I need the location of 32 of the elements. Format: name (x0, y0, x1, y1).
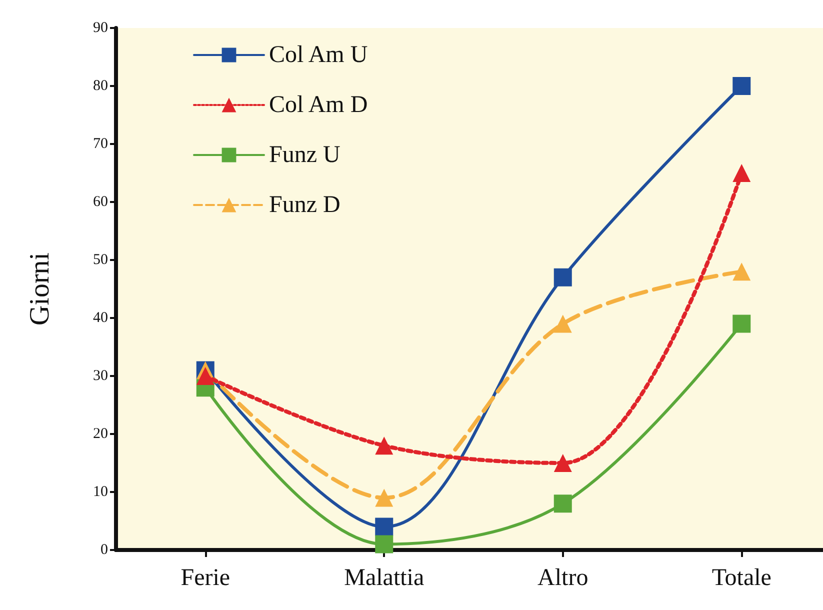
point (375, 535, 394, 554)
y-axis-title: Giorni (24, 252, 56, 326)
y-tick-label: 40 (93, 310, 108, 326)
point (732, 262, 751, 281)
y-tick-label: 70 (93, 136, 108, 152)
y-tick-label: 90 (93, 20, 108, 36)
y-tick-label: 30 (93, 368, 108, 384)
point (196, 367, 214, 385)
point (732, 164, 751, 182)
point (554, 314, 572, 333)
point (732, 314, 751, 333)
x-tick-label: Totale (712, 565, 772, 591)
x-tick-label: Malattia (344, 565, 424, 591)
point (554, 268, 572, 286)
point (732, 77, 751, 95)
point (375, 436, 394, 455)
x-tick-label: Altro (538, 565, 588, 591)
legend-label: Col Am D (269, 92, 368, 118)
y-tick-label: 0 (100, 542, 108, 558)
legend-label: Funz U (269, 142, 340, 168)
point (554, 454, 572, 472)
y-tick-label: 60 (93, 194, 108, 210)
x-tick-label: Ferie (180, 565, 230, 591)
point (375, 518, 394, 536)
y-tick-label: 10 (93, 484, 108, 500)
point (375, 488, 394, 507)
legend-label: Col Am U (269, 42, 368, 68)
y-tick-label: 50 (93, 252, 108, 268)
legend-label: Funz D (269, 192, 340, 218)
point (554, 494, 572, 513)
y-tick-label: 80 (93, 78, 108, 94)
y-tick-label: 20 (93, 426, 108, 442)
